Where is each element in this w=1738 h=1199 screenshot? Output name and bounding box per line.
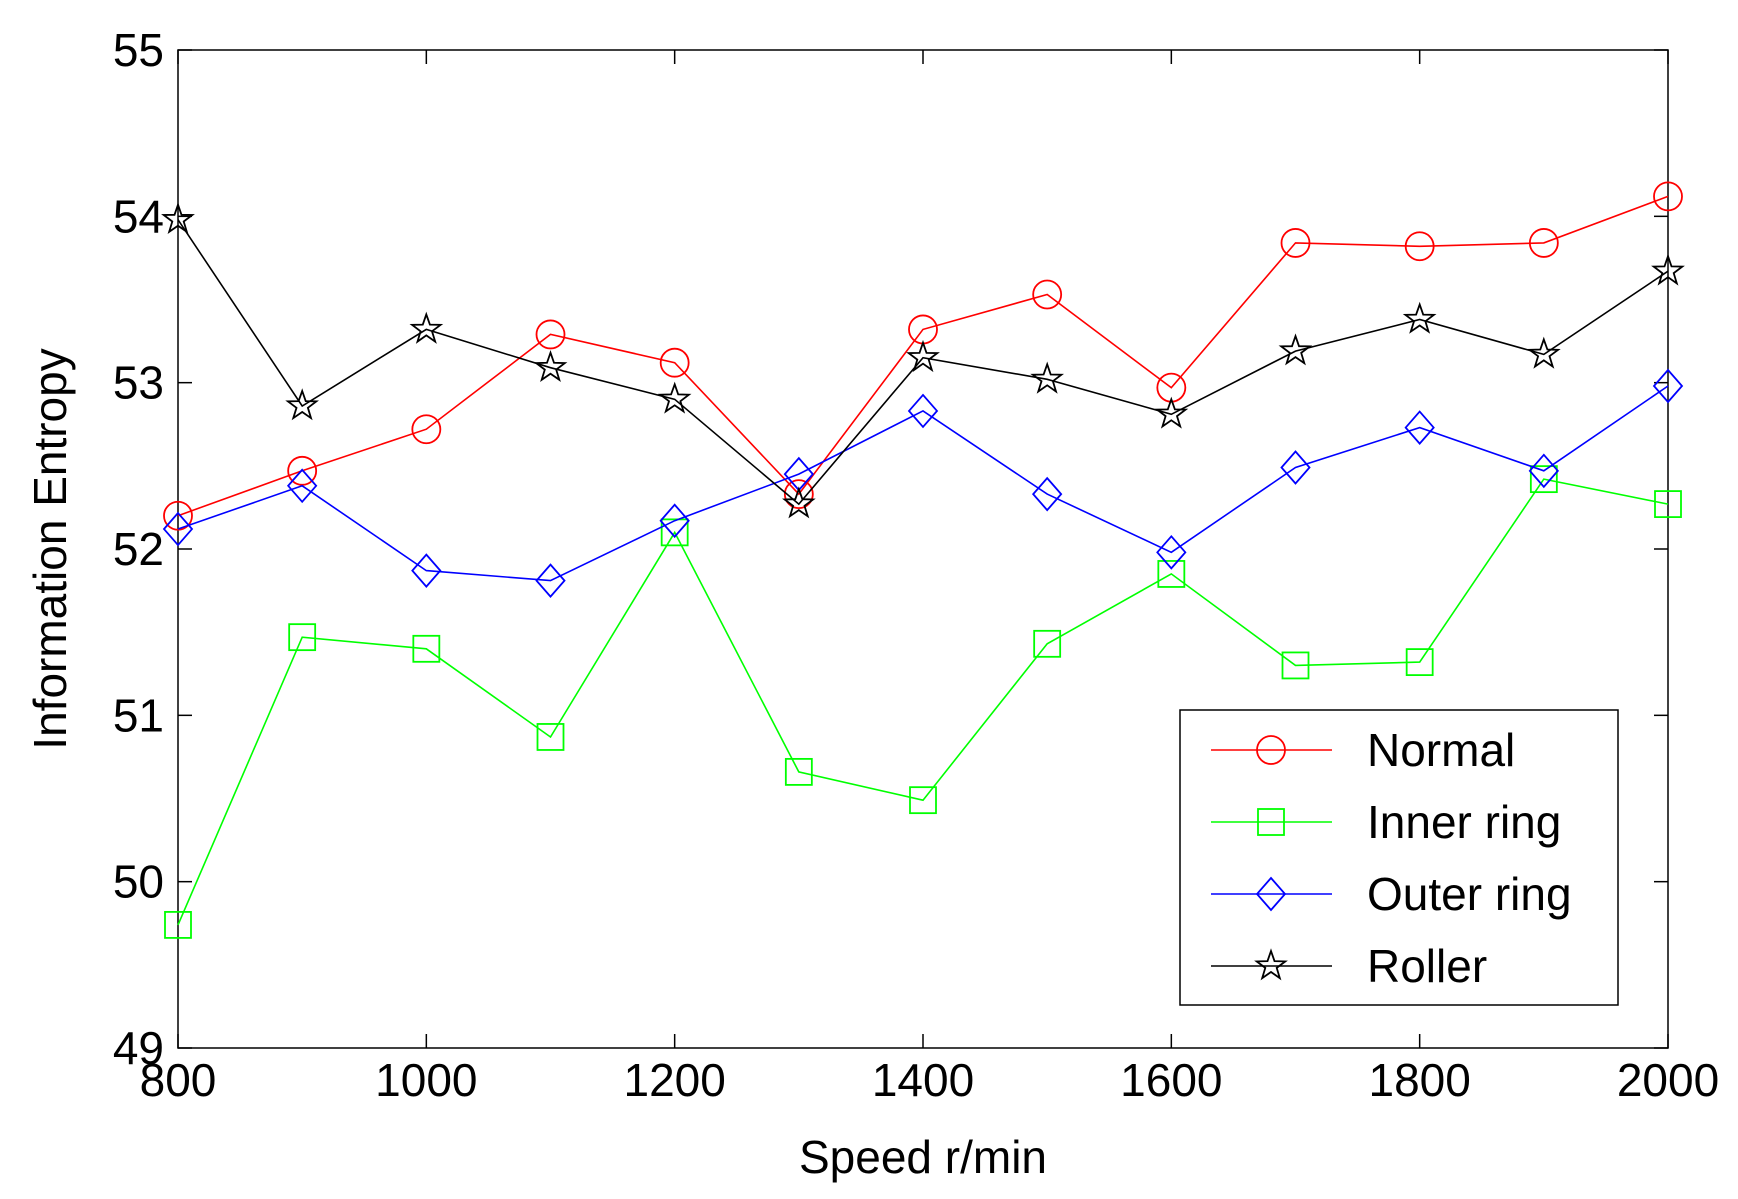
x-tick-label: 800 [140, 1054, 217, 1106]
series-line [177, 195, 1669, 517]
legend-marker [1254, 948, 1288, 981]
x-tick-label: 1400 [872, 1054, 974, 1106]
series-normal [163, 181, 1683, 531]
data-point-marker [1651, 253, 1685, 286]
legend: Normal Inner ring Outer ring Roller [1179, 709, 1619, 1006]
y-tick-label: 50 [113, 856, 164, 908]
data-point-marker [783, 479, 814, 510]
legend-label: Inner ring [1367, 796, 1561, 848]
data-point-marker [535, 319, 566, 350]
data-point-marker [1528, 453, 1560, 489]
data-point-marker [659, 347, 690, 378]
data-point-marker [906, 339, 940, 373]
series-inner-ring [164, 465, 1682, 939]
x-tick-label: 1800 [1368, 1054, 1470, 1106]
data-point-marker [412, 634, 441, 663]
x-tick-label: 2000 [1617, 1054, 1719, 1106]
data-point-marker [1652, 368, 1684, 404]
y-tick-label: 49 [113, 1022, 164, 1074]
tick-labels: 800 1000 1200 1400 1600 1800 2000 49 50 51 52 53 54 5… [113, 24, 1719, 1106]
data-point-marker [1280, 228, 1311, 258]
data-point-marker [535, 563, 566, 598]
y-tick-label: 51 [113, 689, 164, 741]
x-tick-label: 1000 [375, 1054, 477, 1106]
data-point-marker [164, 911, 192, 939]
data-point-marker [1527, 336, 1561, 369]
legend-marker [1257, 808, 1285, 836]
y-tick-label: 54 [113, 190, 164, 242]
data-point-marker [660, 518, 689, 547]
data-point-marker [657, 381, 692, 414]
series-line [177, 478, 1669, 926]
data-point-marker [1280, 450, 1311, 485]
data-point-marker [1528, 228, 1559, 258]
data-point-marker [1030, 361, 1064, 394]
legend-label: Normal [1367, 724, 1515, 776]
data-point-marker [163, 500, 193, 531]
data-point-marker [1281, 651, 1310, 680]
data-point-marker [1402, 301, 1437, 334]
x-tick-label: 1200 [623, 1054, 725, 1106]
data-point-marker [907, 393, 939, 429]
y-tick-label: 53 [113, 357, 164, 409]
data-point-marker [162, 511, 194, 547]
data-point-marker [161, 201, 195, 235]
legend-marker [1255, 876, 1287, 912]
legend-item: Roller [1211, 940, 1487, 992]
data-point-marker [288, 623, 317, 652]
data-point-marker [286, 468, 318, 504]
data-point-marker [1404, 410, 1435, 445]
data-point-marker [1032, 279, 1063, 310]
data-point-marker [1156, 534, 1187, 570]
legend-label: Outer ring [1367, 868, 1572, 920]
series-roller [161, 201, 1685, 519]
data-point-marker [285, 388, 319, 421]
y-tick-label: 55 [113, 24, 164, 76]
data-point-marker [287, 455, 318, 486]
data-point-marker [1031, 476, 1063, 512]
data-point-marker [1654, 490, 1682, 518]
legend-item: Inner ring [1211, 796, 1561, 848]
data-point-marker [1157, 560, 1186, 588]
y-tick-label: 52 [113, 523, 164, 575]
legend-box [1179, 709, 1619, 1006]
series-line [177, 219, 1669, 506]
data-point-marker [411, 414, 442, 445]
data-point-marker [1529, 465, 1558, 494]
data-point-marker [909, 786, 937, 815]
data-point-marker [1278, 333, 1313, 366]
y-axis-title: Information Entropy [24, 348, 76, 749]
legend-label: Roller [1367, 940, 1487, 992]
x-axis-title: Speed r/min [799, 1131, 1047, 1183]
data-point-marker [1154, 396, 1189, 429]
axis-ticks [177, 49, 1669, 1049]
legend-item: Outer ring [1211, 868, 1572, 920]
legend-marker [1256, 735, 1286, 765]
data-point-marker [533, 349, 568, 383]
data-point-marker [784, 757, 813, 786]
data-point-marker [659, 503, 690, 539]
series-outer-ring [162, 368, 1684, 598]
data-point-marker [782, 486, 816, 519]
data-point-marker [409, 311, 444, 344]
data-point-marker [1404, 231, 1435, 262]
data-point-marker [411, 553, 442, 588]
series-line [177, 385, 1669, 582]
series-layer [161, 181, 1685, 939]
data-point-marker [1033, 629, 1062, 658]
data-point-marker [1653, 181, 1683, 212]
data-point-marker [1405, 648, 1434, 677]
data-point-marker [536, 723, 565, 751]
legend-item: Normal [1211, 724, 1515, 776]
x-tick-label: 1600 [1120, 1054, 1222, 1106]
